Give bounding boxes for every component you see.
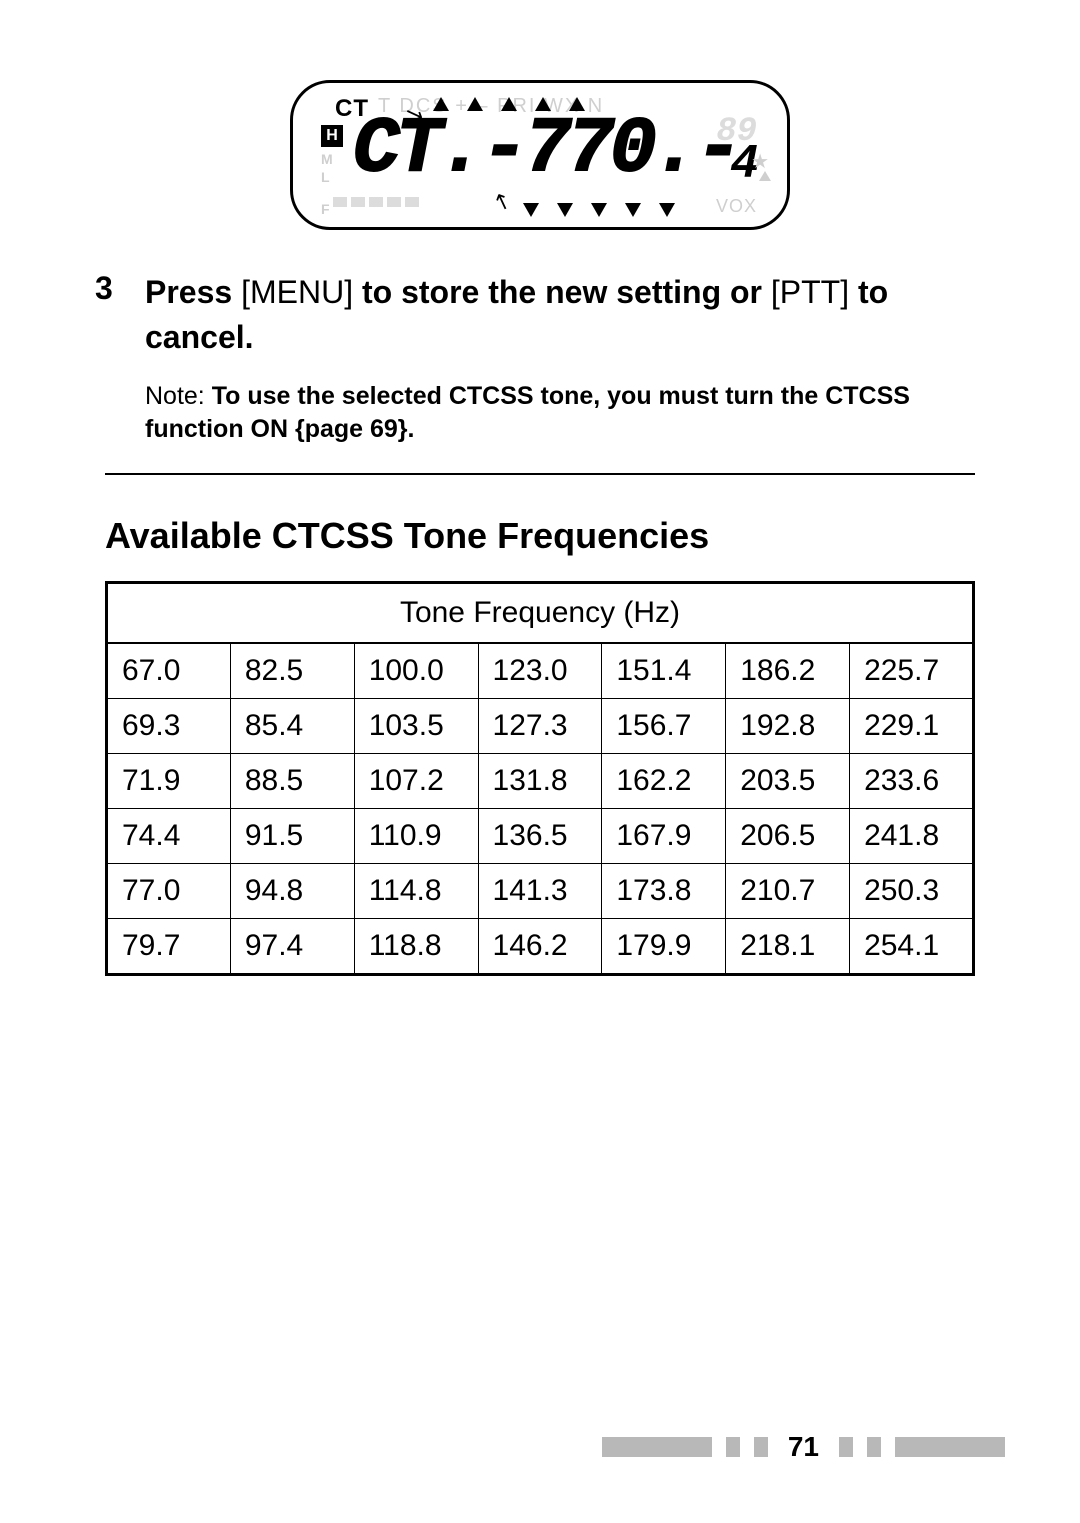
table-cell: 94.8: [230, 864, 354, 919]
table-cell: 69.3: [107, 699, 231, 754]
lcd-signal-bars: [333, 197, 757, 207]
lcd-display: CT T DCS + – PRI WX N ↘ H M L F CT.-770.…: [290, 80, 790, 230]
table-cell: 203.5: [726, 754, 850, 809]
step-3: 3 Press [MENU] to store the new setting …: [95, 270, 1005, 360]
step-part-2: to store the new setting or: [353, 274, 771, 310]
footer-bar-icon: [754, 1437, 768, 1457]
table-cell: 110.9: [354, 809, 478, 864]
lcd-h-badge: H: [321, 125, 343, 147]
table-cell: 156.7: [602, 699, 726, 754]
table-cell: 162.2: [602, 754, 726, 809]
table-cell: 88.5: [230, 754, 354, 809]
step-number: 3: [95, 270, 125, 307]
note-block: Note: To use the selected CTCSS tone, yo…: [145, 380, 975, 448]
step-part-1: Press: [145, 274, 241, 310]
page-number: 71: [788, 1431, 819, 1463]
table-row: 67.082.5100.0123.0151.4186.2225.7: [107, 643, 974, 699]
table-cell: 103.5: [354, 699, 478, 754]
lcd-display-wrap: CT T DCS + – PRI WX N ↘ H M L F CT.-770.…: [75, 80, 1005, 230]
table-row: 79.797.4118.8146.2179.9218.1254.1: [107, 919, 974, 975]
table-row: 74.491.5110.9136.5167.9206.5241.8: [107, 809, 974, 864]
section-heading: Available CTCSS Tone Frequencies: [105, 515, 1005, 557]
table-cell: 74.4: [107, 809, 231, 864]
step-key-ptt: [PTT]: [771, 274, 849, 310]
table-header: Tone Frequency (Hz): [107, 583, 974, 644]
table-cell: 186.2: [726, 643, 850, 699]
table-cell: 123.0: [478, 643, 602, 699]
note-lead: Note:: [145, 382, 212, 410]
table-cell: 151.4: [602, 643, 726, 699]
table-cell: 233.6: [850, 754, 974, 809]
lcd-ghost-f: F: [321, 201, 330, 217]
step-text: Press [MENU] to store the new setting or…: [145, 270, 1005, 360]
footer-bar-icon: [726, 1437, 740, 1457]
bar-icon: [333, 197, 347, 207]
table-cell: 225.7: [850, 643, 974, 699]
table-cell: 254.1: [850, 919, 974, 975]
table-cell: 118.8: [354, 919, 478, 975]
table-cell: 192.8: [726, 699, 850, 754]
footer-bar-icon: [867, 1437, 881, 1457]
table-row: 69.385.4103.5127.3156.7192.8229.1: [107, 699, 974, 754]
triangle-ghost-icon: [759, 171, 771, 181]
table-cell: 100.0: [354, 643, 478, 699]
table-cell: 218.1: [726, 919, 850, 975]
table-cell: 241.8: [850, 809, 974, 864]
lcd-ghost-l: L: [321, 169, 330, 185]
table-cell: 173.8: [602, 864, 726, 919]
table-cell: 179.9: [602, 919, 726, 975]
lcd-ghost-bottom-row: [333, 197, 757, 217]
footer-bar-icon: [839, 1437, 853, 1457]
bar-icon: [351, 197, 365, 207]
manual-page: CT T DCS + – PRI WX N ↘ H M L F CT.-770.…: [0, 0, 1080, 1523]
lcd-main-text: CT.-770.-: [353, 106, 738, 194]
note-body: To use the selected CTCSS tone, you must…: [145, 382, 910, 444]
table-row: 77.094.8114.8141.3173.8210.7250.3: [107, 864, 974, 919]
step-key-menu: [MENU]: [241, 274, 353, 310]
divider: [105, 473, 975, 475]
table-cell: 136.5: [478, 809, 602, 864]
table-cell: 85.4: [230, 699, 354, 754]
page-footer: 71: [0, 1431, 1080, 1463]
table-cell: 71.9: [107, 754, 231, 809]
frequency-table-wrap: Tone Frequency (Hz) 67.082.5100.0123.015…: [105, 581, 975, 976]
table-cell: 67.0: [107, 643, 231, 699]
table-cell: 146.2: [478, 919, 602, 975]
table-cell: 91.5: [230, 809, 354, 864]
table-cell: 79.7: [107, 919, 231, 975]
table-cell: 77.0: [107, 864, 231, 919]
table-cell: 127.3: [478, 699, 602, 754]
table-cell: 250.3: [850, 864, 974, 919]
lcd-ghost-m: M: [321, 151, 333, 167]
bar-icon: [369, 197, 383, 207]
table-cell: 82.5: [230, 643, 354, 699]
table-cell: 167.9: [602, 809, 726, 864]
frequency-table: Tone Frequency (Hz) 67.082.5100.0123.015…: [105, 581, 975, 976]
table-cell: 229.1: [850, 699, 974, 754]
lcd-main-readout: CT.-770.-: [353, 105, 757, 195]
footer-bar-icon: [602, 1437, 712, 1457]
table-cell: 131.8: [478, 754, 602, 809]
table-row: 71.988.5107.2131.8162.2203.5233.6: [107, 754, 974, 809]
table-cell: 114.8: [354, 864, 478, 919]
footer-bar-icon: [895, 1437, 1005, 1457]
table-cell: 141.3: [478, 864, 602, 919]
table-cell: 210.7: [726, 864, 850, 919]
table-cell: 97.4: [230, 919, 354, 975]
bar-icon: [405, 197, 419, 207]
table-cell: 107.2: [354, 754, 478, 809]
table-cell: 206.5: [726, 809, 850, 864]
lcd-vox-label: VOX: [716, 196, 757, 217]
bar-icon: [387, 197, 401, 207]
